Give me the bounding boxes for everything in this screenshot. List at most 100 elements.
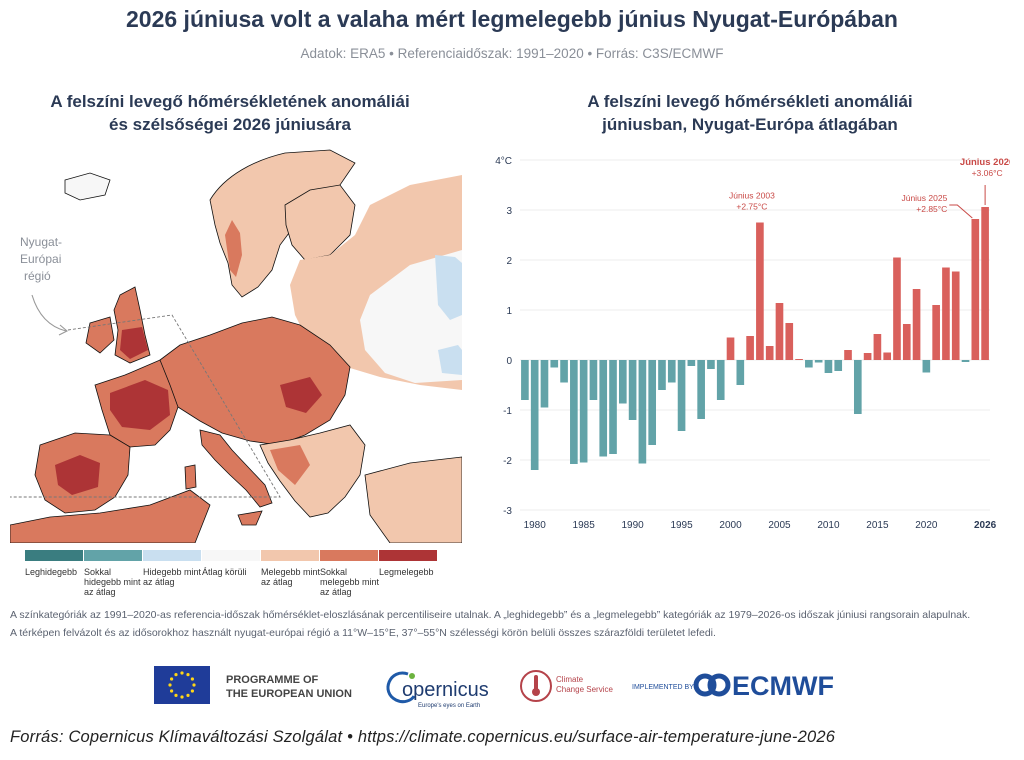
eu-star-icon [174,673,178,677]
bar-2008 [805,360,813,368]
eu-star-icon [186,693,190,697]
annotation-value: +3.06°C [972,168,1003,178]
legend-label: Átlag körüli [202,567,262,577]
bar-2025 [971,219,980,360]
bar-2004 [765,346,774,360]
footnote-2: A térképen felvázolt és az idősorokhoz h… [10,627,716,639]
eu-star-icon [190,689,194,693]
bar-2012 [844,350,852,360]
legend-label: Leghidegebb [25,567,85,577]
chart-annotations: Június 2003+2.75°C Június 2025+2.85°C Júni… [729,157,1010,219]
map-region-scandinavia [209,149,356,298]
y-tick-label: 4°C [495,156,512,167]
bar-1987 [599,360,608,457]
copernicus-wordmark: opernicus [402,679,489,701]
map-title-line1: A felszíni levegő hőmérsékletének anomál… [50,92,410,111]
legend-label-line: hidegebb mint [84,577,141,587]
eu-star-icon [180,671,184,675]
eu-programme-line2: THE EUROPEAN UNION [226,688,352,700]
map-region-britain-hot [120,327,148,359]
copernicus-c-icon [386,671,416,704]
legend-swatch [379,550,437,561]
legend-label-line: Melegebb mint [261,567,321,577]
bar-2021 [932,305,940,360]
legend-swatch [261,550,319,561]
map-title-line2: és szélsőségei 2026 júniusára [109,115,351,134]
map-region-east-cool2 [438,345,462,375]
bar-2014 [863,353,872,360]
map-region-france-hot [110,380,170,430]
legend-label-line: Átlag körüli [202,567,247,577]
source-line: Forrás: Copernicus Klímaváltozási Szolgá… [10,728,836,746]
anomaly-bar-chart: -3 -2 -1 0 1 2 3 4°C 1980 1985 1990 1995 2000 2005 20… [495,156,1010,531]
bar-2023 [951,271,960,360]
eu-star-icon [180,695,184,699]
bar-2006 [785,323,794,360]
ecmwf-ring-right-icon [707,673,731,697]
y-tick-label: 3 [506,206,512,217]
bar-2016 [883,352,892,360]
bar-1990 [628,360,637,420]
y-tick-label: -2 [503,456,512,467]
map-region-norway-warm [225,220,242,277]
map-region-iceland [64,172,111,201]
ccs-thermometer-icon [534,675,538,691]
map-region-italy [199,429,273,508]
x-tick-label: 2026 [974,520,997,531]
logo-strip: PROGRAMME OF THE EUROPEAN UNION opernicu… [154,666,834,709]
bar-2011 [834,360,843,371]
annotation-value: +2.75°C [736,202,767,212]
europe-anomaly-map: Nyugat- Európai régió [10,145,462,543]
y-tick-label: 2 [506,256,512,267]
bar-1983 [560,360,568,383]
legend-label-line: melegebb mint [320,577,380,587]
chart-grid [520,159,990,511]
bar-2015 [873,334,882,360]
bar-2009 [814,360,823,363]
map-region-sicily [237,510,263,526]
bar-2018 [902,324,911,360]
map-panel-title: A felszíni levegő hőmérsékletének anomál… [10,90,450,136]
legend-label-line: az átlag [84,587,116,597]
map-region-east-cool [435,255,462,320]
eu-star-icon [170,689,174,693]
bar-1982 [550,360,559,368]
x-tick-label: 2020 [915,520,938,531]
map-region-north-africa [10,489,211,543]
bar-2002 [746,336,754,360]
bar-2013 [853,360,862,414]
chart-title-line2: júniusban, Nyugat-Európa átlagában [602,115,898,134]
chart-bars [521,207,989,470]
bar-1992 [648,360,657,445]
x-tick-label: 2010 [817,520,840,531]
ccs-line2: Change Service [556,685,613,694]
annotation-leader-line [949,204,973,219]
eu-stars [168,671,196,699]
ccs-thermometer-bulb [532,688,540,696]
bar-2001 [736,360,745,385]
legend-label: Legmelegebb [379,567,439,577]
eu-star-icon [168,683,172,687]
region-label-arrow [31,294,67,332]
eu-star-icon [186,673,190,677]
bar-1988 [609,360,617,454]
eu-star-icon [190,677,194,681]
legend-label: Sokkal hidegebb mint az átlag [84,567,144,597]
legend-label-line: Leghidegebb [25,567,78,577]
bar-2003 [756,222,764,360]
bar-2026 [981,207,989,360]
legend-label-line: az átlag [261,577,293,587]
map-region-balkans-warm [270,445,310,485]
bar-1991 [638,360,647,464]
region-label-line2: Európai [20,252,61,266]
bar-1994 [667,360,676,383]
ccs-circle-icon [520,670,552,702]
x-tick-label: 1980 [524,520,547,531]
bar-2007 [795,359,803,360]
copernicus-dot-icon [409,673,415,679]
map-region-central-hot [280,377,322,413]
bar-2017 [893,257,901,360]
eu-star-icon [170,677,174,681]
legend-swatch [320,550,378,561]
y-tick-label: 1 [506,306,512,317]
